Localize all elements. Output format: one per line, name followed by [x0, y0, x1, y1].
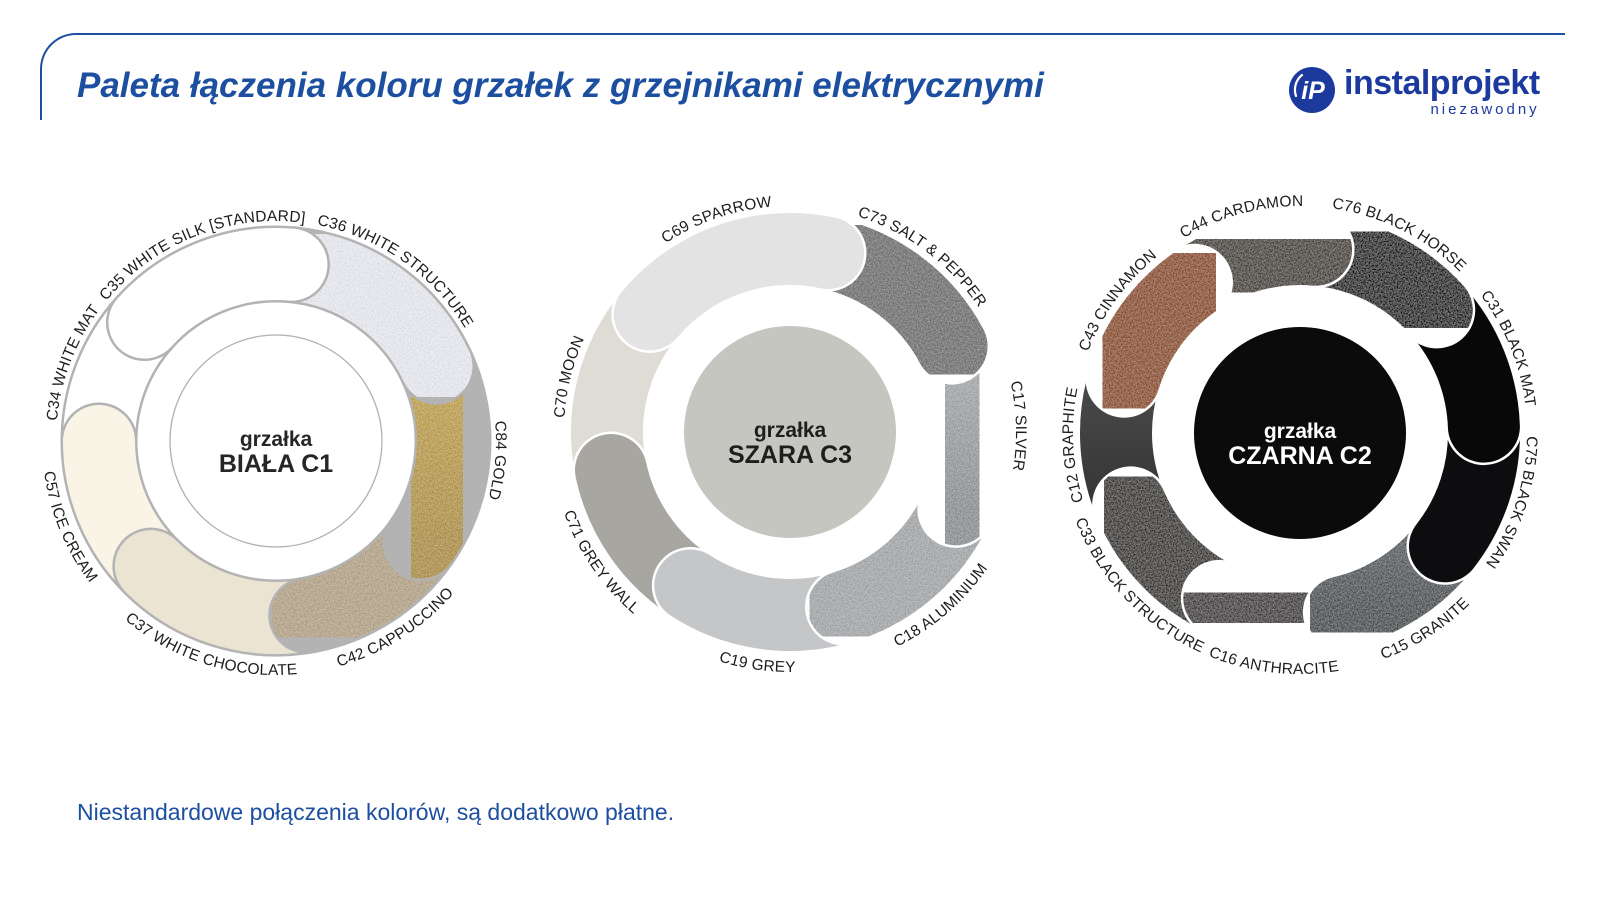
wheel-center-grzalka-biala-c1: [169, 334, 383, 548]
segment-c35-white-silk-standard: [108, 228, 328, 359]
wheel-center-grzalka-szara-c3: [684, 326, 896, 538]
brand-monogram: iP: [1301, 77, 1325, 105]
segment-c43-cinnamon: [1088, 246, 1231, 416]
brand-name: instalprojekt: [1344, 64, 1540, 102]
wheel-center-title: grzałka: [1264, 420, 1337, 443]
wheel-center-code: BIAŁA C1: [219, 450, 333, 478]
brand-logo: iP instalprojekt niezawodny: [1288, 66, 1540, 117]
page-title: Paleta łączenia koloru grzałek z grzejni…: [77, 66, 1044, 105]
brand-logo-icon: iP: [1289, 67, 1335, 113]
wheel-center-title: grzałka: [754, 419, 827, 442]
wheel-center-grzalka-czarna-c2: [1194, 327, 1406, 539]
wheel-center-title: grzałka: [240, 428, 313, 451]
brand-text: instalprojekt niezawodny: [1344, 66, 1540, 117]
wheel-center-code: SZARA C3: [728, 441, 852, 469]
footer-note: Niestandardowe połączenia kolorów, są do…: [77, 799, 675, 825]
wheel-center-code: CZARNA C2: [1228, 442, 1372, 470]
segment-c69-sparrow: [613, 213, 865, 351]
brand-tagline: niezawodny: [1430, 101, 1540, 118]
